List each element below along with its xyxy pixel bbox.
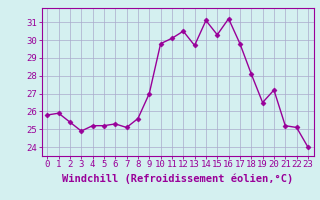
X-axis label: Windchill (Refroidissement éolien,°C): Windchill (Refroidissement éolien,°C) — [62, 173, 293, 184]
